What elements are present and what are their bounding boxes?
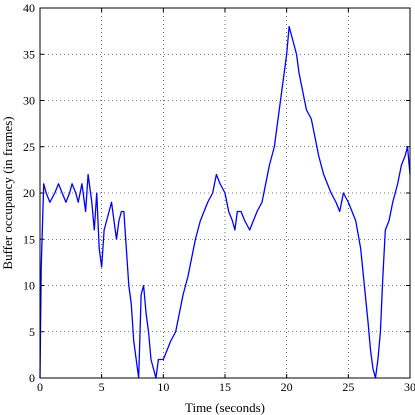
x-tick-label: 20 <box>281 380 293 394</box>
y-tick-label: 30 <box>23 94 35 108</box>
series-line <box>39 25 411 379</box>
x-tick-label: 25 <box>342 380 354 394</box>
x-tick-label: 30 <box>404 380 415 394</box>
y-tick-label: 20 <box>23 186 35 200</box>
y-tick-label: 15 <box>23 232 35 246</box>
y-tick-label: 25 <box>23 140 35 154</box>
x-tick-label: 10 <box>157 380 169 394</box>
y-tick-label: 5 <box>29 325 35 339</box>
x-tick-labels: 0 5 10 15 20 25 30 <box>37 380 415 394</box>
x-tick-label: 0 <box>37 380 43 394</box>
y-tick-labels: 0 5 10 15 20 25 30 35 40 <box>23 1 35 385</box>
x-tick-label: 5 <box>99 380 105 394</box>
x-axis-label: Time (seconds) <box>185 400 265 415</box>
y-tick-label: 0 <box>29 371 35 385</box>
x-tick-label: 15 <box>219 380 231 394</box>
series-layer <box>39 25 411 379</box>
y-tick-label: 10 <box>23 279 35 293</box>
y-axis-label: Buffer occupancy (in frames) <box>0 116 15 269</box>
y-tick-label: 40 <box>23 1 35 15</box>
y-tick-label: 35 <box>23 47 35 61</box>
plot-frame <box>39 7 411 379</box>
